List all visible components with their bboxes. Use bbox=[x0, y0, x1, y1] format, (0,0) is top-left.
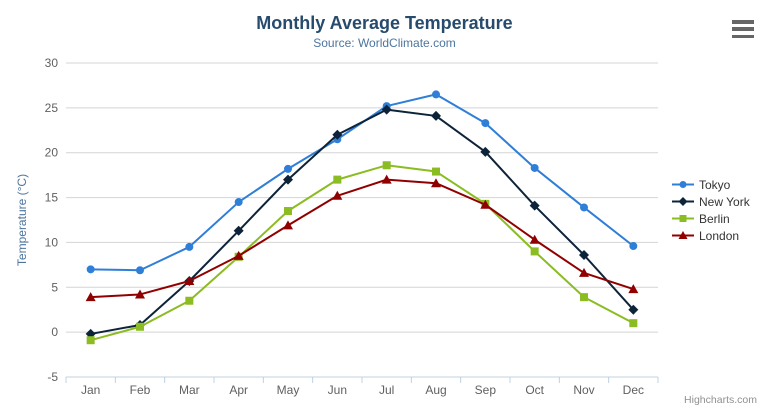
y-axis-label: 0 bbox=[51, 325, 58, 339]
x-axis-label: Aug bbox=[425, 383, 446, 397]
series-marker-berlin[interactable] bbox=[530, 247, 539, 256]
x-axis-label: Sep bbox=[475, 383, 497, 397]
x-axis-label: Nov bbox=[573, 383, 594, 397]
series-marker-new-york[interactable] bbox=[529, 200, 540, 211]
chart-subtitle: Source: WorldClimate.com bbox=[313, 36, 456, 50]
series-marker-berlin[interactable] bbox=[432, 167, 440, 176]
series-marker-berlin[interactable] bbox=[333, 175, 342, 184]
x-axis-label: Mar bbox=[179, 383, 200, 397]
series-marker-new-york[interactable] bbox=[233, 225, 244, 236]
series-marker-tokyo[interactable] bbox=[530, 163, 539, 172]
series-marker-berlin[interactable] bbox=[284, 207, 292, 216]
legend-label: London bbox=[699, 228, 740, 243]
series-line-tokyo[interactable] bbox=[89, 93, 635, 272]
series-marker-tokyo[interactable] bbox=[284, 164, 292, 173]
series-marker-berlin[interactable] bbox=[580, 293, 588, 302]
hamburger-icon bbox=[732, 27, 754, 31]
series-marker-new-york[interactable] bbox=[628, 304, 639, 315]
y-axis-label: 30 bbox=[45, 56, 59, 70]
series-marker-london[interactable] bbox=[85, 292, 96, 302]
legend-label: Tokyo bbox=[699, 177, 731, 192]
export-menu-button[interactable] bbox=[732, 20, 754, 38]
series-marker-london[interactable] bbox=[431, 178, 441, 188]
series-marker-berlin[interactable] bbox=[382, 161, 391, 170]
legend-marker-circle-icon bbox=[672, 181, 694, 188]
series-marker-tokyo[interactable] bbox=[580, 203, 588, 212]
series-marker-berlin[interactable] bbox=[86, 336, 95, 345]
series-marker-new-york[interactable] bbox=[480, 146, 491, 157]
series-marker-tokyo[interactable] bbox=[481, 119, 490, 128]
legend-marker-symbol[interactable] bbox=[678, 231, 688, 239]
y-axis-label: 20 bbox=[45, 146, 59, 160]
legend-item-new-york[interactable]: New York bbox=[672, 193, 750, 210]
x-axis-label: Jul bbox=[379, 383, 394, 397]
series-marker-london[interactable] bbox=[529, 234, 540, 244]
series-line-berlin[interactable] bbox=[89, 164, 635, 342]
series-marker-london[interactable] bbox=[381, 174, 392, 184]
series-marker-tokyo[interactable] bbox=[86, 265, 95, 274]
series-marker-london[interactable] bbox=[233, 250, 244, 260]
series-marker-berlin[interactable] bbox=[136, 322, 144, 331]
series-marker-london[interactable] bbox=[579, 267, 589, 277]
series-marker-tokyo[interactable] bbox=[136, 266, 144, 275]
series-marker-london[interactable] bbox=[332, 190, 343, 200]
series-marker-new-york[interactable] bbox=[431, 110, 441, 121]
legend-item-london[interactable]: London bbox=[672, 227, 750, 244]
series-marker-new-york[interactable] bbox=[381, 104, 392, 115]
y-axis-label: -5 bbox=[47, 370, 58, 384]
series-marker-new-york[interactable] bbox=[579, 249, 589, 260]
series-marker-new-york[interactable] bbox=[283, 174, 293, 185]
series-marker-london[interactable] bbox=[628, 284, 639, 294]
x-axis-label: Feb bbox=[130, 383, 151, 397]
hamburger-icon bbox=[732, 20, 754, 24]
series-line-london[interactable] bbox=[89, 178, 635, 299]
hamburger-icon bbox=[732, 34, 754, 38]
series-marker-berlin[interactable] bbox=[185, 296, 194, 305]
series-marker-london[interactable] bbox=[184, 276, 195, 286]
series-marker-london[interactable] bbox=[480, 199, 491, 209]
x-axis-label: Oct bbox=[525, 383, 544, 397]
legend: Tokyo New York Berlin London bbox=[672, 176, 750, 244]
x-axis-label: May bbox=[277, 383, 300, 397]
y-axis-label: 10 bbox=[45, 235, 59, 249]
legend-item-berlin[interactable]: Berlin bbox=[672, 210, 750, 227]
series-marker-tokyo[interactable] bbox=[185, 242, 194, 251]
series-marker-tokyo[interactable] bbox=[234, 198, 243, 207]
series-marker-tokyo[interactable] bbox=[629, 242, 638, 251]
legend-marker-triangle-icon bbox=[672, 231, 694, 239]
x-axis-label: Jan bbox=[81, 383, 100, 397]
y-axis-label: 15 bbox=[45, 191, 59, 205]
legend-marker-square-icon bbox=[672, 215, 694, 222]
legend-marker-symbol[interactable] bbox=[678, 197, 688, 206]
legend-label: Berlin bbox=[699, 211, 730, 226]
series-marker-new-york[interactable] bbox=[332, 129, 343, 140]
legend-item-tokyo[interactable]: Tokyo bbox=[672, 176, 750, 193]
y-axis-label: 25 bbox=[45, 101, 59, 115]
series-line-new-york[interactable] bbox=[89, 108, 635, 335]
series-marker-berlin[interactable] bbox=[629, 319, 638, 328]
series-marker-tokyo[interactable] bbox=[432, 90, 440, 99]
legend-label: New York bbox=[699, 194, 750, 209]
series-marker-london[interactable] bbox=[283, 220, 293, 230]
legend-marker-symbol[interactable] bbox=[679, 215, 687, 222]
chart-title: Monthly Average Temperature bbox=[256, 13, 513, 33]
credits-link[interactable]: Highcharts.com bbox=[684, 394, 757, 406]
x-axis-label: Dec bbox=[623, 383, 644, 397]
x-axis-label: Apr bbox=[229, 383, 248, 397]
x-axis-label: Jun bbox=[328, 383, 347, 397]
legend-marker-symbol[interactable] bbox=[679, 181, 687, 188]
series-marker-london[interactable] bbox=[135, 289, 145, 299]
legend-marker-diamond-icon bbox=[672, 197, 694, 206]
y-axis-label: 5 bbox=[51, 280, 58, 294]
